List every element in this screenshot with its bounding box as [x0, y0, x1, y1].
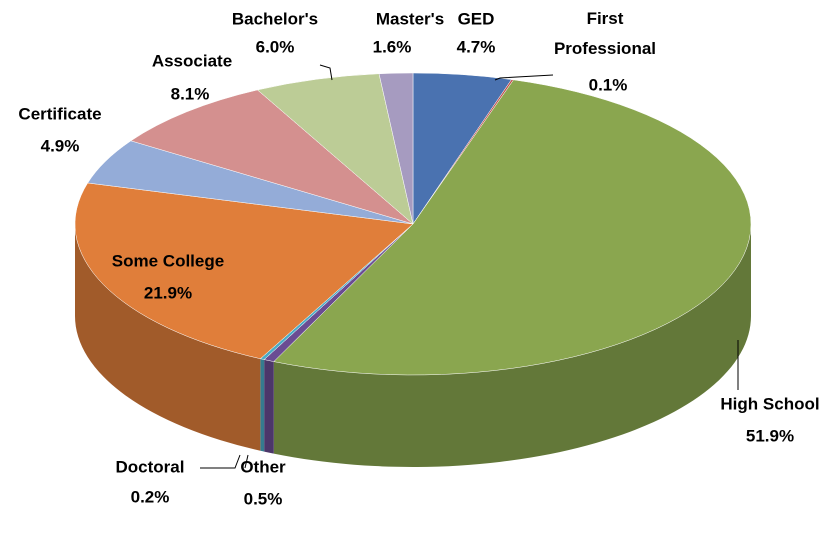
slice-value-label: 4.7%: [457, 37, 496, 56]
slice-label: GED: [458, 9, 495, 28]
slice-side: [74, 224, 261, 451]
slice-value-label: 0.1%: [589, 75, 628, 94]
slice-label: Other: [240, 457, 286, 476]
slice-side: [260, 358, 265, 452]
slice: [378, 72, 414, 225]
slice-value-label: 4.9%: [41, 136, 80, 155]
slice-side: [264, 359, 274, 454]
leader-line: [200, 454, 241, 469]
slice: [273, 79, 752, 376]
slice-label: Associate: [152, 51, 232, 70]
slice-label: Doctoral: [116, 457, 185, 476]
slice-value-label: 21.9%: [144, 283, 192, 302]
slice-value-label: 6.0%: [256, 37, 295, 56]
slice-side: [273, 224, 751, 467]
slice-label: Master's: [376, 9, 444, 28]
slice-label: First Professional: [554, 9, 656, 58]
slice: [74, 182, 414, 359]
slice-value-label: 0.2%: [131, 487, 170, 506]
slice-label: High School: [720, 394, 819, 413]
slice-value-label: 0.5%: [244, 489, 283, 508]
slice-value-label: 1.6%: [373, 37, 412, 56]
leader-line: [244, 454, 249, 469]
slice: [130, 89, 414, 225]
slice-value-label: 51.9%: [746, 426, 794, 445]
slice-label: Certificate: [18, 104, 101, 123]
slice-label: Some College: [112, 251, 224, 270]
leader-line: [319, 64, 333, 81]
leader-line: [494, 74, 554, 81]
slice: [256, 73, 414, 225]
slice-value-label: 8.1%: [171, 84, 210, 103]
slice-label: Bachelor's: [232, 9, 318, 28]
